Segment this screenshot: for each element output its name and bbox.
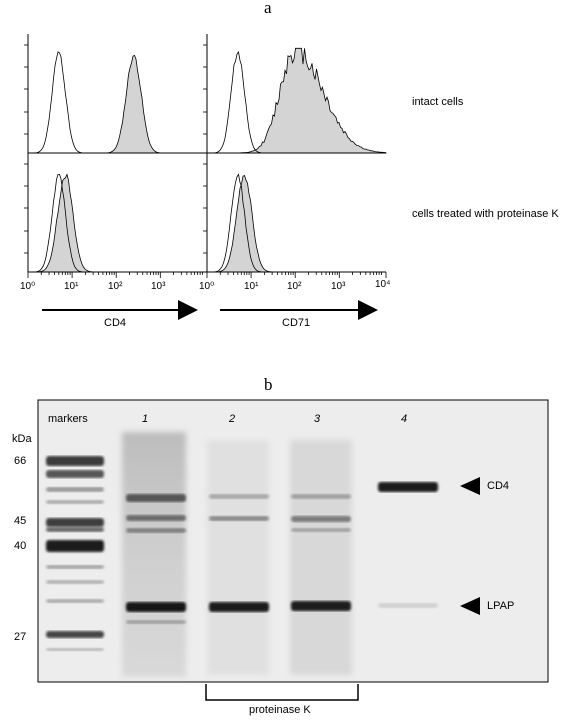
lpap-band-arrow (460, 597, 480, 615)
axis-label-cd4: CD4 (104, 317, 127, 329)
marker-band (46, 631, 104, 638)
lane-label-3: 3 (314, 413, 321, 425)
lane-2-lpap-band (209, 602, 269, 612)
band-label-cd4: CD4 (487, 480, 510, 492)
marker-band (46, 580, 104, 584)
marker-band (46, 540, 104, 552)
x-tick-3: 10³ (151, 281, 166, 292)
mw-marker-66: 66 (14, 455, 27, 467)
panel-letter-a: a (264, 0, 272, 17)
marker-band (46, 565, 104, 569)
lane-2-band (209, 516, 269, 521)
mw-marker-45: 45 (14, 515, 27, 527)
marker-band (46, 648, 104, 651)
marker-band (46, 470, 104, 478)
marker-band (46, 527, 104, 532)
marker-band (46, 456, 104, 466)
lane-4-cd4-band (378, 482, 438, 492)
x-tick-5: 10¹ (244, 281, 259, 292)
proteinase-bracket (205, 684, 359, 701)
x-tick-4: 10⁰ (199, 281, 215, 292)
lane-label-4: 4 (401, 413, 408, 425)
lane-3-band (291, 516, 351, 522)
lane-label-markers: markers (48, 413, 88, 425)
lane-2-smear (207, 440, 269, 675)
x-tick-7: 10³ (331, 281, 346, 292)
lane-3-band (291, 494, 351, 499)
panel-letter-b: b (264, 375, 273, 394)
mw-marker-27: 27 (14, 631, 27, 643)
histogram-figure (24, 34, 387, 320)
x-tick-0: 10⁰ (20, 281, 36, 292)
x-tick-1: 10¹ (64, 281, 79, 292)
lane-3-lpap-band (291, 601, 351, 611)
marker-band (46, 500, 104, 504)
lane-label-1: 1 (142, 413, 149, 425)
lane-1-smear (122, 432, 186, 677)
lane-1-band (126, 515, 186, 521)
kda-label: kDa (12, 433, 32, 445)
cd4-band-arrow (460, 477, 480, 495)
x-tick-6: 10² (287, 281, 302, 292)
lane-label-2: 2 (229, 413, 236, 425)
lane-4-band (378, 603, 438, 608)
row-label-proteinase: cells treated with proteinase K (412, 208, 559, 220)
marker-band (46, 518, 104, 527)
row-label-intact: intact cells (412, 96, 464, 108)
lane-1-band (126, 494, 186, 502)
axis-label-cd71: CD71 (282, 317, 311, 329)
marker-band (46, 487, 104, 492)
mw-marker-40: 40 (14, 540, 27, 552)
x-tick-8: 10⁴ (375, 279, 391, 290)
lane-2-band (209, 494, 269, 499)
lane-1-band (126, 620, 186, 624)
lane-3-smear (290, 440, 352, 675)
lane-1-band (126, 528, 186, 533)
lane-1-lpap-band (126, 602, 186, 612)
bracket-label-proteinase-k: proteinase K (249, 704, 311, 716)
band-label-lpap: LPAP (487, 600, 515, 612)
marker-band (46, 599, 104, 603)
lane-3-band (291, 528, 351, 532)
x-tick-2: 10² (108, 281, 123, 292)
